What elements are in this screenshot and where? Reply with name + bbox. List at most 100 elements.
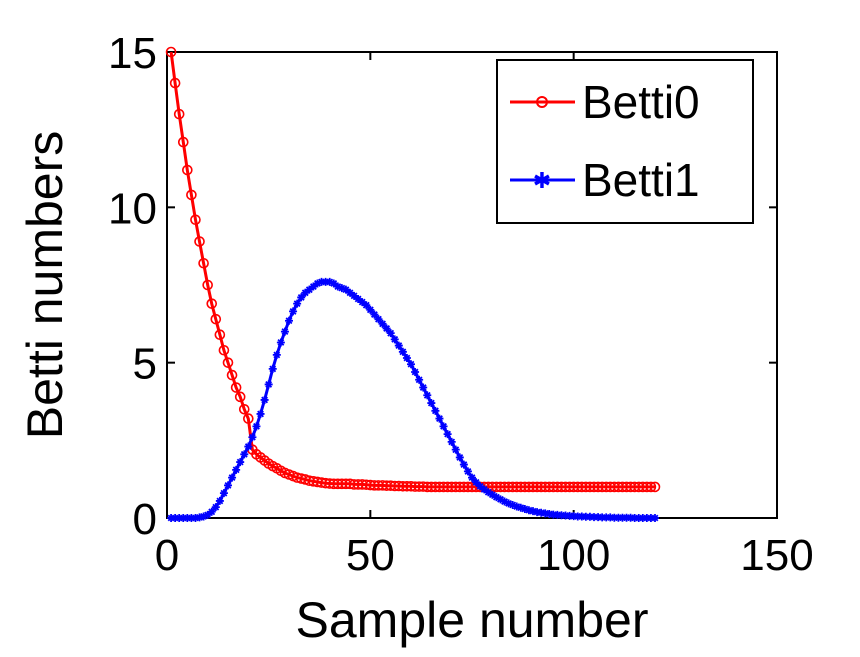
data-point	[226, 369, 238, 381]
data-point	[187, 514, 196, 522]
data-point	[600, 481, 612, 493]
data-point	[260, 395, 269, 404]
data-point	[634, 514, 643, 522]
data-point	[202, 279, 213, 291]
x-axis-title: Sample number	[296, 592, 649, 648]
data-point	[240, 450, 249, 459]
data-point	[645, 481, 657, 493]
data-point	[472, 478, 481, 487]
data-point	[646, 514, 655, 522]
data-point	[413, 481, 425, 492]
data-point	[426, 481, 437, 493]
data-point	[537, 508, 546, 517]
data-point	[580, 481, 592, 493]
data-point	[252, 422, 261, 431]
data-point	[373, 480, 384, 491]
data-point	[531, 481, 543, 493]
data-point	[468, 473, 476, 482]
data-point	[545, 509, 554, 518]
data-point	[210, 313, 222, 325]
data-point	[325, 277, 334, 286]
data-point	[569, 512, 578, 521]
data-point	[219, 489, 228, 498]
data-point	[165, 46, 177, 58]
data-point	[264, 380, 273, 389]
data-point	[366, 305, 375, 314]
data-point	[389, 480, 401, 492]
data-point	[541, 509, 550, 518]
x-axis-ticks: 0 50 100 150	[155, 52, 814, 580]
data-point	[199, 512, 208, 521]
data-point	[401, 481, 413, 492]
data-point	[369, 480, 380, 491]
data-point	[321, 277, 330, 286]
data-point	[232, 465, 241, 474]
legend: Betti0 ✱ Betti1	[496, 59, 754, 224]
data-point	[381, 480, 392, 491]
data-point	[360, 479, 372, 491]
data-point	[573, 512, 582, 521]
y-tick-label: 0	[133, 495, 157, 544]
data-point	[289, 307, 298, 316]
data-point	[394, 341, 403, 350]
data-point	[356, 479, 368, 490]
data-point	[305, 285, 314, 294]
data-point	[329, 279, 338, 288]
data-point	[190, 214, 201, 226]
data-point	[297, 293, 306, 302]
y-tick-label: 15	[108, 29, 157, 78]
data-point	[328, 478, 340, 490]
data-point	[313, 279, 322, 288]
data-point	[462, 481, 474, 493]
data-point	[553, 510, 562, 519]
legend-marker-betti1: ✱	[533, 168, 551, 193]
data-point	[182, 164, 193, 176]
data-point	[512, 502, 521, 511]
data-point	[169, 77, 181, 89]
data-point	[588, 481, 600, 493]
data-point	[463, 467, 472, 476]
data-point	[476, 482, 485, 491]
data-point	[407, 360, 415, 369]
x-tick-label: 100	[537, 531, 610, 580]
data-point	[443, 430, 452, 439]
data-point	[402, 354, 411, 363]
data-point	[581, 512, 590, 521]
data-point	[447, 437, 456, 446]
x-tick-label: 150	[740, 531, 813, 580]
data-point	[439, 422, 448, 431]
data-point	[419, 383, 428, 392]
data-point	[496, 495, 505, 504]
data-point	[195, 513, 204, 522]
y-axis-ticks: 0 5 10 15	[108, 29, 777, 544]
data-point	[393, 480, 405, 492]
data-point	[642, 514, 651, 522]
y-axis-title: Betti numbers	[17, 131, 73, 439]
data-point	[618, 513, 627, 522]
data-point	[175, 514, 184, 522]
data-point	[207, 507, 216, 516]
data-point	[515, 481, 527, 493]
data-point	[215, 496, 224, 505]
data-point	[484, 488, 493, 497]
data-point	[411, 367, 420, 376]
data-point	[431, 406, 440, 415]
data-point	[382, 324, 391, 333]
data-point	[354, 294, 363, 303]
data-point	[177, 136, 189, 148]
data-point	[390, 335, 399, 344]
data-point	[191, 514, 200, 522]
data-point	[346, 288, 354, 297]
data-point	[214, 329, 226, 341]
data-point	[206, 298, 218, 309]
data-point	[454, 481, 466, 493]
data-point	[598, 513, 607, 522]
data-point	[421, 481, 433, 493]
data-point	[423, 391, 432, 400]
data-point	[503, 481, 514, 493]
data-point	[320, 477, 331, 489]
data-point	[280, 327, 289, 336]
data-point	[549, 510, 558, 519]
data-point	[602, 513, 611, 522]
data-point	[604, 481, 616, 493]
